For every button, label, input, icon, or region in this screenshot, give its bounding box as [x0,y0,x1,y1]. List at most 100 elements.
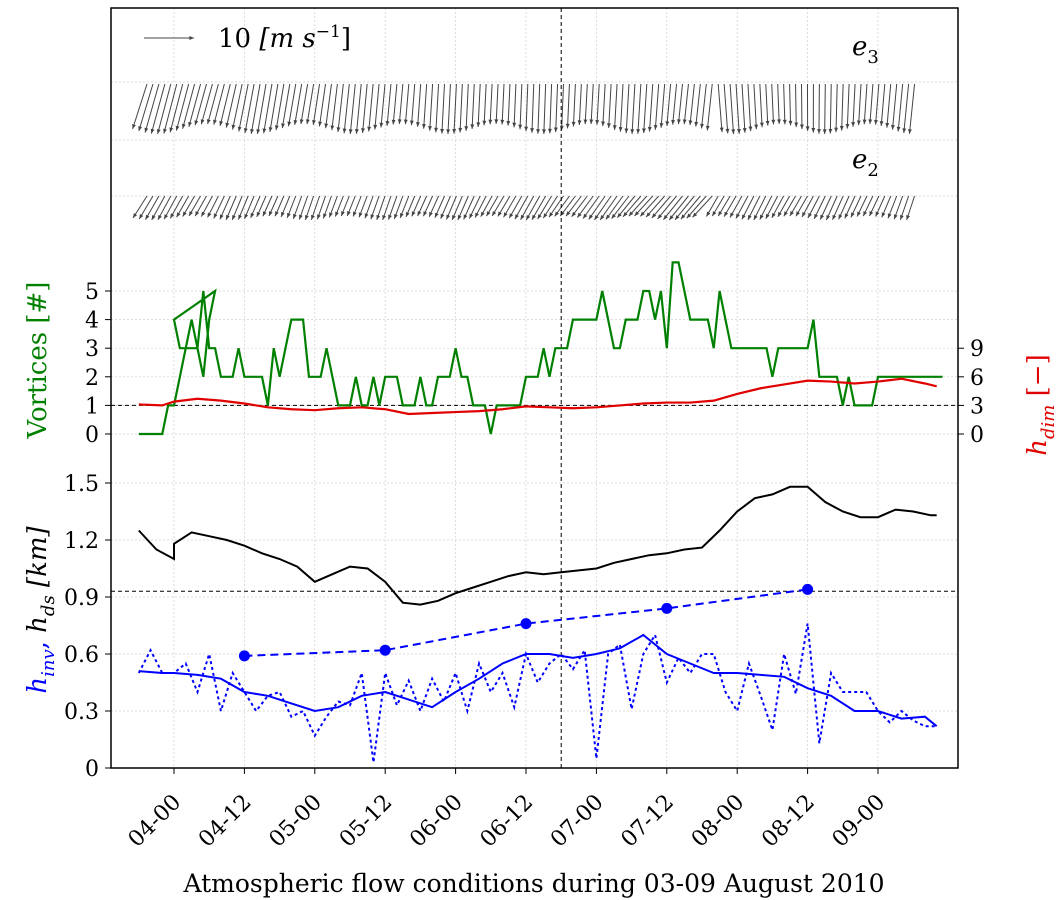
wind-arrow-e3 [440,83,445,134]
wind-arrow-e2 [783,195,796,217]
wind-arrow-e2 [480,195,493,217]
y-tick-label-left: 2 [85,366,99,391]
wind-arrow-head [376,214,381,220]
wind-arrow-e2 [807,195,820,219]
wind-arrow-e3 [542,83,547,134]
wind-arrow-head [382,215,386,220]
wind-arrow-head [219,120,224,126]
wind-arrow-head [736,129,741,134]
wind-arrow-head [777,211,782,217]
wind-arrow-head [630,129,635,134]
wind-arrow-head [244,213,249,219]
wind-arrow-shaft [250,83,261,134]
wind-arrow-head [828,128,833,134]
wind-arrow-head [500,119,505,125]
wind-arrow-head [469,213,474,219]
wind-arrow-head [250,128,254,134]
wind-arrow-e3 [422,83,428,129]
wind-arrow-head [458,127,463,133]
wind-arrow-head [808,212,812,218]
wind-arrow-head [434,127,439,133]
wind-arrow-head [182,211,187,217]
wind-arrow-shaft [605,195,624,220]
wind-arrow-e3 [132,83,148,130]
wind-arrow-e3 [856,83,862,126]
wind-arrow-e3 [476,83,481,128]
wind-arrow-e3 [717,83,724,133]
wind-arrow-e3 [589,83,594,125]
wind-arrow-shaft [362,83,368,133]
wind-arrow-e3 [868,83,874,125]
wind-arrow-head [348,129,353,134]
wind-arrow-head [675,215,680,220]
wind-arrow-e3 [194,83,207,126]
wind-arrow-e2 [445,195,457,220]
wind-arrow-e2 [169,195,184,219]
wind-arrow-head [305,214,309,220]
wind-arrow-head [207,212,212,218]
wind-arrow-shaft [892,83,898,130]
wind-arrow-head [706,211,711,217]
wind-arrow-e3 [163,83,178,134]
wind-arrow-e2 [692,195,713,218]
wind-arrow-shaft [411,83,416,126]
wind-arrow-head [219,214,224,220]
wind-arrow-head [201,211,206,217]
wind-arrow-e3 [618,83,624,132]
wind-arrow-head [742,128,747,133]
wind-arrow-head [225,122,230,128]
wind-arrow-e2 [777,195,791,218]
wind-arrow-e2 [376,195,386,220]
wind-arrow-shaft [519,83,523,130]
wind-arrow-head [139,214,144,219]
h-inv-daily-line [244,588,808,657]
wind-arrow-e2 [280,195,291,218]
wind-arrow-e3 [150,83,166,134]
wind-arrow-shaft [869,83,874,125]
wind-arrow-shaft [312,83,321,125]
wind-arrow-shaft [651,195,671,219]
wind-arrow-head [422,124,426,129]
wind-arrow-head [150,128,155,134]
wind-arrow-shaft [368,83,374,132]
wind-arrow-shaft [244,83,255,134]
wind-arrow-head [731,129,736,134]
wind-arrow-e3 [330,83,338,131]
wind-arrow-e2 [668,195,689,221]
wind-arrow-head [361,128,365,133]
wind-arrow-e2 [225,195,237,221]
wind-arrow-head [628,211,634,217]
wind-arrow-e3 [606,83,612,128]
wind-arrow-head [514,214,519,220]
wind-arrow-head [397,119,402,125]
wind-arrow-e3 [595,83,600,125]
wind-arrow-shaft [759,83,763,128]
wind-arrow-e2 [813,195,826,220]
wind-arrow-head [145,214,150,220]
wind-arrow-e3 [348,83,356,135]
wind-arrow-shaft [374,83,380,130]
wind-arrow-head [839,125,844,131]
wind-arrow-e3 [342,83,350,134]
wind-arrow-e2 [358,195,368,218]
wind-arrow-head [482,120,487,126]
wind-arrow-e2 [571,195,588,218]
wind-arrow-e3 [318,83,326,127]
wind-arrow-e3 [506,83,511,126]
wind-arrow-head [589,119,594,125]
x-tick-label: 07-12 [617,790,680,853]
wind-arrow-e3 [138,83,154,132]
wind-arrow-head [548,212,554,218]
wind-arrow-e3 [250,83,261,134]
wind-arrow-head [617,212,622,218]
wind-arrow-e2 [163,195,178,220]
wind-arrow-e2 [706,195,719,217]
wind-arrow-head [411,211,416,217]
wind-arrow-e2 [622,195,642,218]
wind-arrow-head [336,127,341,132]
wind-arrow-head [176,212,181,218]
wind-arrow-head [299,214,303,220]
wind-arrow-e3 [729,83,736,135]
wind-arrow-shaft [465,83,469,131]
wind-arrow-e2 [856,195,868,217]
